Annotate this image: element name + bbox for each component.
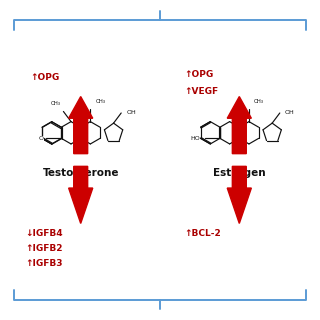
Text: ↑BCL-2: ↑BCL-2: [184, 229, 220, 238]
Text: HO: HO: [190, 136, 200, 141]
Text: CH₃: CH₃: [51, 101, 61, 106]
Text: ↑IGFB2: ↑IGFB2: [25, 244, 63, 253]
Text: CH₃: CH₃: [95, 99, 106, 104]
Text: ↑VEGF: ↑VEGF: [184, 87, 218, 96]
Text: OH: OH: [126, 110, 136, 116]
Polygon shape: [227, 166, 252, 223]
Text: CH₃: CH₃: [254, 99, 264, 104]
Polygon shape: [69, 166, 93, 223]
Text: ↓IGFB4: ↓IGFB4: [25, 229, 63, 238]
Text: Estrogen: Estrogen: [213, 168, 266, 178]
Polygon shape: [227, 97, 252, 154]
Text: O: O: [38, 136, 44, 141]
Text: ↑OPG: ↑OPG: [30, 73, 59, 82]
Text: OH: OH: [285, 110, 295, 116]
Text: Testosterone: Testosterone: [43, 168, 119, 178]
Text: ↑OPG: ↑OPG: [184, 70, 213, 79]
Text: ↑IGFB3: ↑IGFB3: [25, 259, 63, 268]
Polygon shape: [69, 97, 93, 154]
